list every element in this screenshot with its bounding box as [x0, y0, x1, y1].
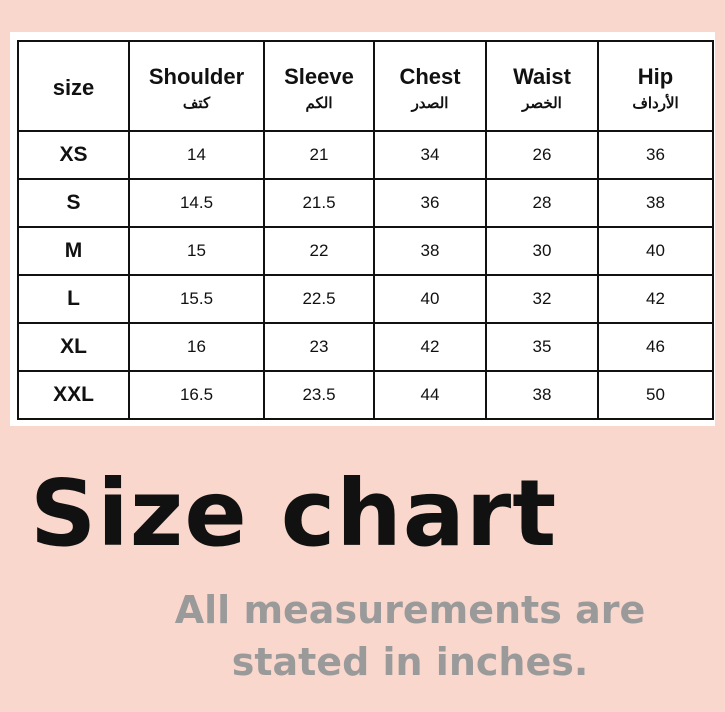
page-title: Size chart: [30, 460, 558, 567]
measurement-cell: 14: [128, 130, 265, 180]
measurement-cell: 22: [263, 226, 375, 276]
measurement-cell: 15.5: [128, 274, 265, 324]
measurement-cell: 16: [128, 322, 265, 372]
note-line-2: stated in inches.: [231, 640, 589, 684]
column-header-arabic-label: الكم: [305, 95, 333, 112]
measurement-cell: 35: [485, 322, 599, 372]
measurement-cell: 44: [373, 370, 487, 420]
column-header-arabic-label: كتف: [182, 95, 211, 112]
table-row: XS 14 21 34 26 36: [17, 130, 714, 180]
header-row: size Shoulder كتف Sleeve الكم Chest الصدر Waist…: [17, 40, 714, 132]
measurement-cell: 30: [485, 226, 599, 276]
measurement-cell: 38: [485, 370, 599, 420]
measurement-cell: 50: [597, 370, 714, 420]
table-row: XXL 16.5 23.5 44 38 50: [17, 370, 714, 420]
measurement-cell: 21.5: [263, 178, 375, 228]
measurement-cell: 38: [597, 178, 714, 228]
measurement-cell: 36: [597, 130, 714, 180]
column-header-label: Sleeve: [284, 64, 354, 89]
measurement-cell: 34: [373, 130, 487, 180]
column-header-sleeve: Sleeve الكم: [263, 40, 375, 132]
measurement-cell: 21: [263, 130, 375, 180]
measurement-cell: 26: [485, 130, 599, 180]
size-cell: XL: [17, 322, 130, 372]
table-row: XL 16 23 42 35 46: [17, 322, 714, 372]
column-header-arabic-label: الصدر: [411, 95, 449, 112]
measurement-cell: 28: [485, 178, 599, 228]
size-cell: XXL: [17, 370, 130, 420]
size-cell: S: [17, 178, 130, 228]
measurement-cell: 42: [597, 274, 714, 324]
measurement-cell: 38: [373, 226, 487, 276]
column-header-label: size: [52, 75, 95, 100]
measurement-cell: 16.5: [128, 370, 265, 420]
column-header-arabic-label: الخصر: [522, 95, 562, 112]
measurement-cell: 42: [373, 322, 487, 372]
table-row: M 15 22 38 30 40: [17, 226, 714, 276]
measurement-cell: 22.5: [263, 274, 375, 324]
measurement-cell: 46: [597, 322, 714, 372]
measurement-cell: 32: [485, 274, 599, 324]
measurement-cell: 40: [597, 226, 714, 276]
column-header-chest: Chest الصدر: [373, 40, 487, 132]
column-header-shoulder: Shoulder كتف: [128, 40, 265, 132]
size-table-card: size Shoulder كتف Sleeve الكم Chest الصدر Waist…: [10, 32, 715, 426]
size-cell: XS: [17, 130, 130, 180]
column-header-label: Hip: [637, 64, 674, 89]
column-header-arabic-label: الأرداف: [632, 95, 679, 112]
measurement-cell: 36: [373, 178, 487, 228]
table-row: L 15.5 22.5 40 32 42: [17, 274, 714, 324]
column-header-hip: Hip الأرداف: [597, 40, 714, 132]
column-header-label: Shoulder: [148, 64, 245, 89]
measurement-cell: 40: [373, 274, 487, 324]
column-header-size: size: [17, 40, 130, 132]
column-header-label: Waist: [513, 64, 571, 89]
column-header-waist: Waist الخصر: [485, 40, 599, 132]
size-cell: L: [17, 274, 130, 324]
measurement-cell: 23: [263, 322, 375, 372]
table-row: S 14.5 21.5 36 28 38: [17, 178, 714, 228]
size-table: size Shoulder كتف Sleeve الكم Chest الصدر Waist…: [17, 40, 714, 420]
column-header-label: Chest: [399, 64, 461, 89]
size-cell: M: [17, 226, 130, 276]
measurement-cell: 23.5: [263, 370, 375, 420]
measurement-cell: 15: [128, 226, 265, 276]
measurement-cell: 14.5: [128, 178, 265, 228]
note-line-1: All measurements are: [174, 588, 646, 632]
